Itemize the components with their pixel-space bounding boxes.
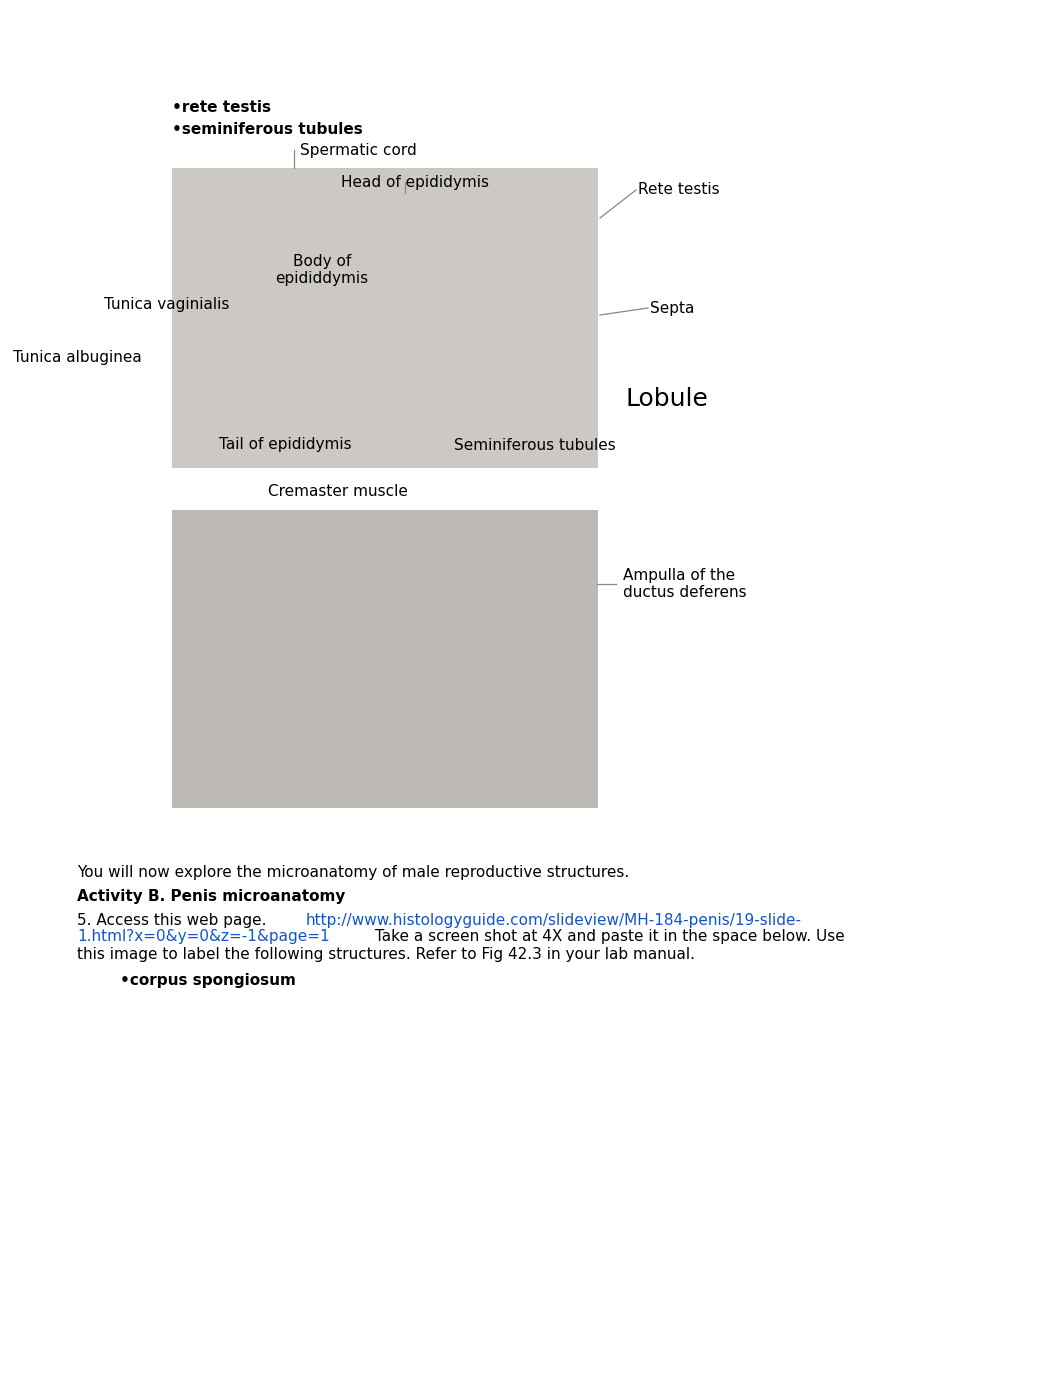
Text: Tunica vaginialis: Tunica vaginialis xyxy=(104,297,229,313)
Text: Cremaster muscle: Cremaster muscle xyxy=(268,483,408,498)
Text: Spermatic cord: Spermatic cord xyxy=(299,142,416,157)
Text: You will now explore the microanatomy of male reproductive structures.: You will now explore the microanatomy of… xyxy=(78,865,630,880)
Text: 1.html?x=0&y=0&z=-1&page=1: 1.html?x=0&y=0&z=-1&page=1 xyxy=(78,929,329,945)
Text: 5. Access this web page.: 5. Access this web page. xyxy=(78,913,272,928)
Bar xyxy=(172,509,598,808)
Text: Tail of epididymis: Tail of epididymis xyxy=(219,438,352,453)
Text: this image to label the following structures. Refer to Fig 42.3 in your lab manu: this image to label the following struct… xyxy=(78,946,695,961)
Bar xyxy=(172,168,598,468)
Text: http://www.histologyguide.com/slideview/MH-184-penis/19-slide-: http://www.histologyguide.com/slideview/… xyxy=(306,913,802,928)
Text: Body of
epididdymis: Body of epididdymis xyxy=(275,253,369,286)
Text: Take a screen shot at 4X and paste it in the space below. Use: Take a screen shot at 4X and paste it in… xyxy=(370,929,844,945)
Text: Tunica albuginea: Tunica albuginea xyxy=(13,351,141,365)
Text: Lobule: Lobule xyxy=(626,387,708,410)
Text: Septa: Septa xyxy=(650,300,695,315)
Text: •corpus spongiosum: •corpus spongiosum xyxy=(120,972,296,987)
Text: Head of epididymis: Head of epididymis xyxy=(341,175,489,190)
Text: Rete testis: Rete testis xyxy=(638,183,720,197)
Text: Ampulla of the
ductus deferens: Ampulla of the ductus deferens xyxy=(623,567,747,600)
Text: Seminiferous tubules: Seminiferous tubules xyxy=(455,438,616,453)
Text: •seminiferous tubules: •seminiferous tubules xyxy=(172,123,363,138)
Text: Activity B. Penis microanatomy: Activity B. Penis microanatomy xyxy=(78,890,345,905)
Text: •rete testis: •rete testis xyxy=(172,99,271,114)
